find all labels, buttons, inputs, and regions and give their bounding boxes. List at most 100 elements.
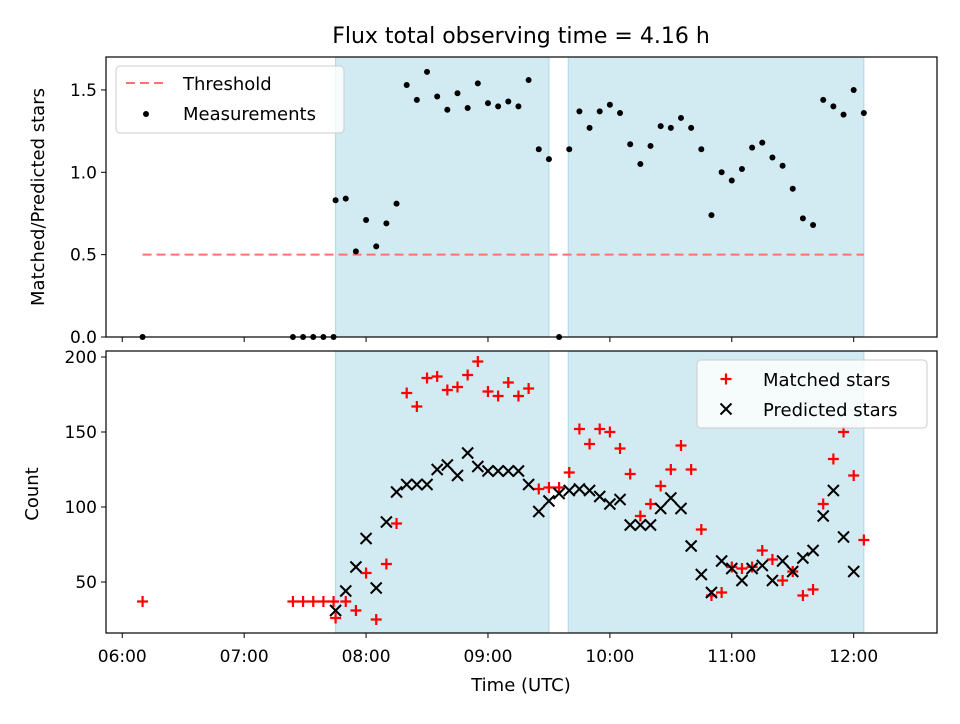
measurement-point bbox=[830, 103, 837, 110]
measurement-point bbox=[850, 86, 857, 93]
matched-star-point bbox=[553, 482, 565, 493]
measurement-point bbox=[647, 142, 654, 149]
matched-star-point bbox=[584, 438, 596, 450]
predicted-star-point bbox=[542, 494, 556, 508]
measurement-point bbox=[545, 156, 552, 163]
matched-star-point bbox=[297, 596, 309, 607]
x-axis-label: Time (UTC) bbox=[470, 675, 571, 696]
matched-star-point bbox=[573, 423, 585, 435]
predicted-star-point bbox=[735, 574, 749, 587]
predicted-star-point bbox=[593, 490, 606, 503]
matched-star-point bbox=[594, 423, 606, 435]
shaded-interval-top-1 bbox=[567, 56, 865, 338]
predicted-star-point bbox=[623, 518, 637, 532]
predicted-star-point bbox=[684, 539, 698, 553]
matched-star-point bbox=[401, 387, 413, 399]
predicted-star-point bbox=[715, 554, 728, 568]
matched-star-point bbox=[634, 510, 646, 522]
matched-star-point bbox=[137, 596, 149, 607]
bottom-legend: Matched stars Predicted stars bbox=[696, 359, 928, 429]
measurement-point bbox=[688, 124, 695, 131]
measurement-point bbox=[759, 139, 766, 146]
matched-star-point bbox=[421, 372, 433, 384]
predicted-star-point bbox=[420, 478, 434, 491]
predicted-star-point bbox=[674, 502, 688, 515]
predicted-star-point bbox=[634, 518, 647, 532]
predicted-star-point bbox=[522, 478, 535, 491]
x-tick-label: 11:00 bbox=[707, 647, 756, 667]
matched-star-point bbox=[431, 371, 443, 382]
legend-measurements-swatch bbox=[143, 111, 149, 117]
predicted-star-point bbox=[756, 559, 769, 572]
matched-star-point bbox=[502, 377, 514, 388]
matched-star-point bbox=[777, 575, 789, 586]
measurement-point bbox=[606, 101, 613, 108]
predicted-star-point bbox=[766, 574, 779, 587]
matched-star-point bbox=[411, 401, 423, 412]
measurement-point bbox=[718, 169, 725, 176]
matched-star-point bbox=[370, 614, 382, 625]
matched-star-point bbox=[533, 483, 545, 495]
matched-star-point bbox=[695, 524, 707, 535]
matched-star-point bbox=[797, 590, 809, 601]
matched-star-point bbox=[685, 464, 697, 475]
measurement-point bbox=[566, 146, 573, 153]
measurement-point bbox=[484, 100, 491, 107]
predicted-star-point bbox=[563, 484, 576, 497]
measurement-point bbox=[596, 108, 603, 115]
measurement-point bbox=[454, 90, 461, 97]
matched-star-point bbox=[512, 390, 524, 402]
matched-star-point bbox=[624, 468, 636, 480]
predicted-star-point bbox=[745, 562, 759, 575]
x-tick-label: 12:00 bbox=[829, 647, 878, 667]
x-tick-label: 06:00 bbox=[98, 647, 147, 667]
measurement-point bbox=[810, 222, 817, 228]
y-tick-label: 50 bbox=[75, 573, 97, 593]
x-tick-label: 08:00 bbox=[342, 647, 391, 667]
predicted-star-point bbox=[502, 464, 515, 478]
measurement-point bbox=[363, 217, 370, 224]
measurement-point bbox=[637, 161, 644, 168]
measurement-point bbox=[627, 141, 634, 148]
legend-measurements-label: Measurements bbox=[183, 104, 316, 125]
measurement-point bbox=[434, 93, 441, 100]
predicted-star-point bbox=[390, 485, 403, 499]
measurement-point bbox=[332, 197, 339, 204]
x-tick-label: 09:00 bbox=[463, 647, 512, 667]
legend-matched-swatch bbox=[720, 373, 732, 385]
predicted-star-point bbox=[583, 484, 596, 497]
matched-star-point bbox=[604, 426, 616, 438]
matched-star-point bbox=[391, 518, 403, 529]
predicted-star-point bbox=[359, 532, 373, 545]
predicted-star-point bbox=[806, 544, 820, 557]
measurement-point bbox=[708, 212, 715, 219]
matched-star-point bbox=[451, 381, 463, 393]
matched-star-point bbox=[360, 567, 372, 579]
predicted-star-point bbox=[461, 446, 474, 460]
measurement-point bbox=[505, 98, 512, 105]
y-tick-label: 200 bbox=[65, 348, 97, 368]
measurement-point bbox=[495, 103, 502, 110]
measurement-point bbox=[617, 110, 624, 116]
matched-star-point bbox=[472, 356, 484, 367]
predicted-star-point bbox=[573, 482, 586, 496]
measurement-point bbox=[383, 220, 390, 227]
measurement-point bbox=[515, 103, 522, 110]
legend-predicted-swatch bbox=[719, 402, 733, 416]
matched-star-point bbox=[807, 584, 819, 595]
predicted-star-point bbox=[380, 515, 393, 529]
matched-star-point bbox=[350, 605, 362, 616]
y-tick-label: 0.0 bbox=[70, 328, 97, 348]
matched-star-point bbox=[614, 443, 626, 454]
predicted-star-point bbox=[613, 493, 627, 506]
bottom-legend-box bbox=[696, 359, 928, 429]
top-plot-frame bbox=[105, 56, 938, 338]
legend-matched-label: Matched stars bbox=[763, 370, 890, 391]
measurement-point bbox=[424, 68, 431, 75]
predicted-star-point bbox=[471, 460, 485, 473]
measurement-point bbox=[576, 108, 583, 115]
bottom-y-axis-label: Count bbox=[22, 467, 43, 520]
matched-star-point bbox=[492, 390, 504, 402]
predicted-star-point bbox=[329, 604, 342, 617]
matched-star-point bbox=[645, 498, 657, 510]
